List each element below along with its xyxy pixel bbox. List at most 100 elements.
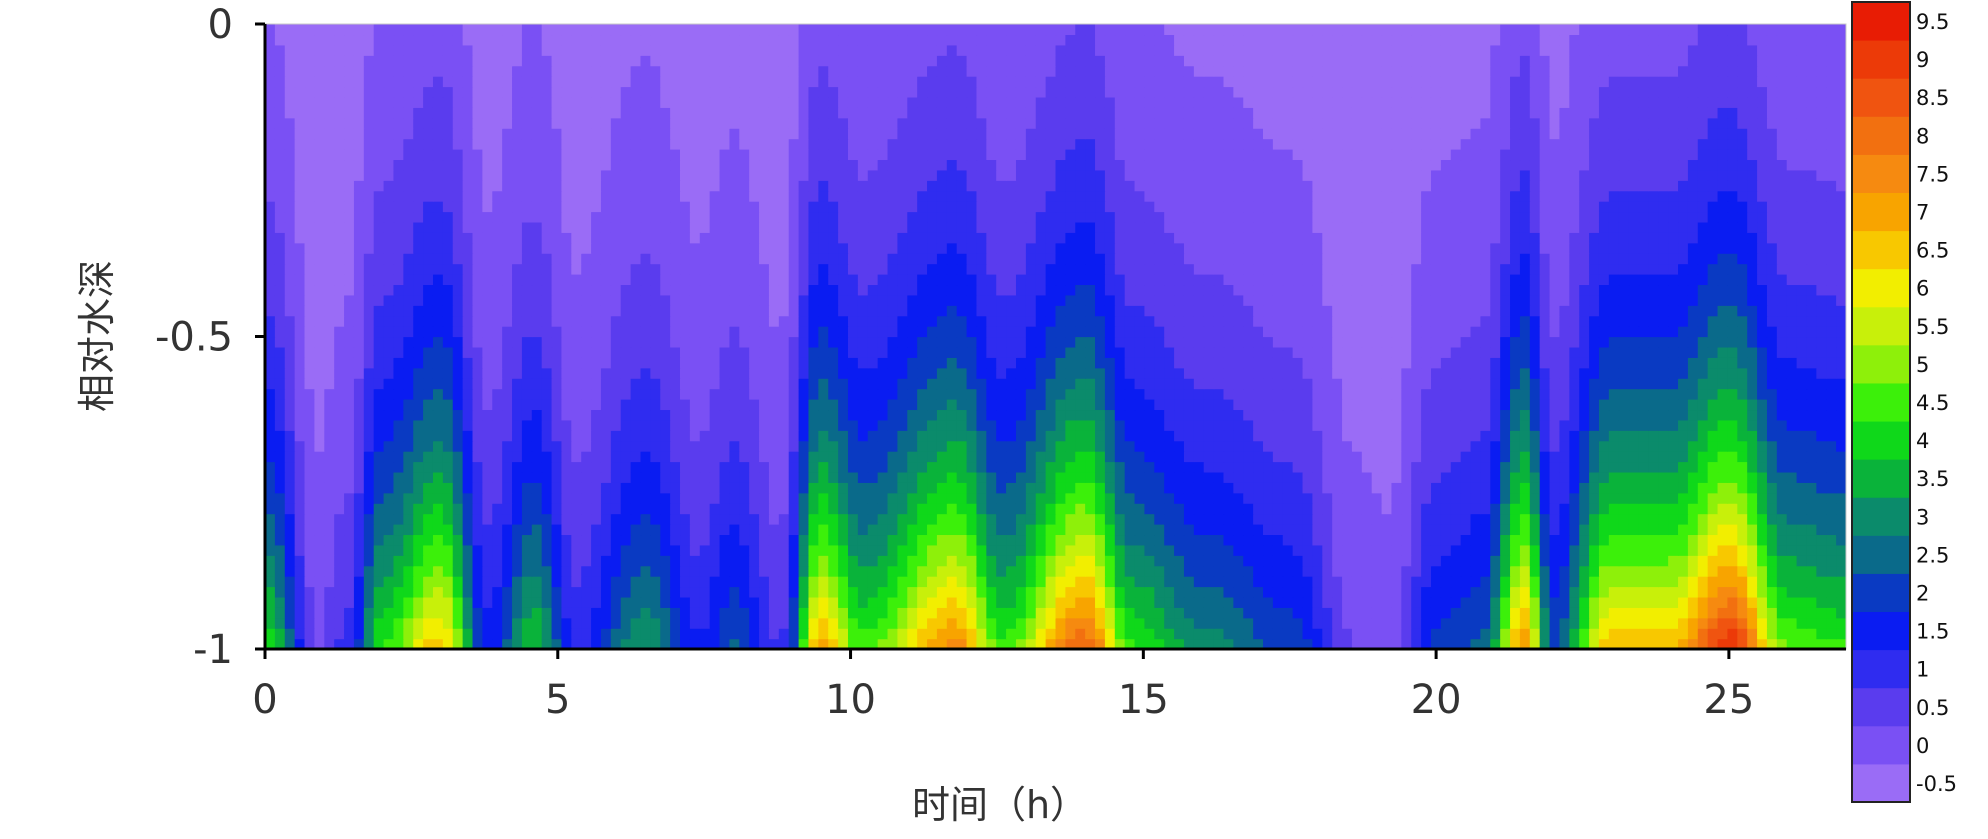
field-cell — [1430, 378, 1442, 390]
field-cell — [640, 565, 651, 577]
field-cell — [294, 430, 306, 442]
field-cell — [976, 399, 987, 411]
field-cell — [1480, 503, 1491, 515]
field-cell — [838, 419, 849, 431]
field-cell — [610, 336, 622, 348]
field-cell — [1055, 430, 1066, 442]
field-cell — [1134, 440, 1146, 452]
field-cell — [344, 419, 355, 431]
field-cell — [1233, 419, 1244, 431]
field-cell — [1806, 336, 1817, 348]
field-cell — [847, 596, 859, 608]
field-cell — [472, 399, 483, 411]
field-cell — [591, 471, 602, 483]
field-cell — [1282, 357, 1294, 369]
field-cell — [877, 492, 889, 504]
field-cell — [1589, 482, 1600, 494]
field-cell — [1233, 628, 1244, 640]
field-cell — [917, 596, 928, 608]
field-cell — [1381, 607, 1393, 619]
field-cell — [1589, 357, 1600, 369]
field-cell — [1747, 461, 1758, 473]
field-cell — [778, 576, 790, 588]
field-cell — [1361, 419, 1373, 431]
field-cell — [502, 461, 513, 473]
field-cell — [1608, 596, 1620, 608]
field-cell — [1124, 471, 1136, 483]
field-cell — [1104, 586, 1116, 598]
field-cell — [1193, 503, 1205, 515]
field-cell — [689, 565, 701, 577]
field-cell — [1539, 419, 1551, 431]
field-cell — [739, 409, 750, 421]
field-cell — [591, 565, 602, 577]
field-cell — [1628, 326, 1640, 338]
field-cell — [907, 565, 918, 577]
field-cell — [1233, 586, 1244, 598]
field-cell — [1608, 346, 1620, 358]
field-cell — [571, 451, 582, 463]
field-cell — [1361, 544, 1373, 556]
field-cell — [1213, 451, 1225, 463]
field-cell — [1035, 367, 1047, 379]
field-cell — [1391, 534, 1402, 546]
field-cell — [1312, 419, 1323, 431]
field-cell — [512, 534, 523, 546]
field-cell — [660, 419, 671, 431]
field-cell — [927, 367, 938, 379]
field-cell — [1638, 513, 1649, 525]
field-cell — [620, 419, 632, 431]
field-cell — [363, 388, 375, 400]
field-cell — [1342, 596, 1353, 608]
field-cell — [1816, 544, 1827, 556]
field-cell — [1302, 596, 1314, 608]
field-cell — [788, 357, 800, 369]
field-cell — [1658, 586, 1669, 598]
field-cell — [1559, 346, 1570, 358]
field-cell — [541, 503, 553, 515]
field-cell — [1174, 346, 1185, 358]
field-cell — [1717, 346, 1729, 358]
field-cell — [1628, 357, 1640, 369]
field-cell — [1411, 367, 1422, 379]
field-cell — [818, 482, 829, 494]
field-cell — [640, 576, 651, 588]
field-cell — [1213, 388, 1225, 400]
field-cell — [660, 346, 671, 358]
field-cell — [1628, 471, 1640, 483]
field-cell — [1243, 419, 1254, 431]
field-cell — [828, 576, 839, 588]
field-cell — [1381, 544, 1393, 556]
field-cell — [917, 461, 928, 473]
field-cell — [1006, 419, 1017, 431]
field-row — [265, 315, 1846, 327]
field-cell — [1272, 440, 1284, 452]
field-cell — [561, 576, 572, 588]
field-cell — [1470, 524, 1481, 536]
field-cell — [610, 388, 622, 400]
field-cell — [294, 607, 306, 619]
field-cell — [808, 409, 819, 421]
field-cell — [867, 336, 879, 348]
field-cell — [887, 586, 898, 598]
field-cell — [1430, 430, 1442, 442]
field-cell — [966, 451, 978, 463]
field-cell — [1104, 638, 1116, 649]
field-cell — [699, 628, 711, 640]
field-cell — [1757, 419, 1768, 431]
field-cell — [423, 513, 434, 525]
field-cell — [1440, 336, 1452, 348]
field-cell — [808, 544, 819, 556]
field-cell — [1065, 596, 1076, 608]
field-cell — [1144, 607, 1155, 619]
field-cell — [442, 326, 454, 338]
field-cell — [1272, 367, 1284, 379]
field-cell — [393, 388, 404, 400]
field-cell — [1786, 409, 1798, 421]
field-cell — [640, 419, 651, 431]
field-cell — [1717, 607, 1729, 619]
field-cell — [976, 471, 987, 483]
field-cell — [927, 513, 938, 525]
field-cell — [541, 482, 553, 494]
field-cell — [1055, 565, 1066, 577]
